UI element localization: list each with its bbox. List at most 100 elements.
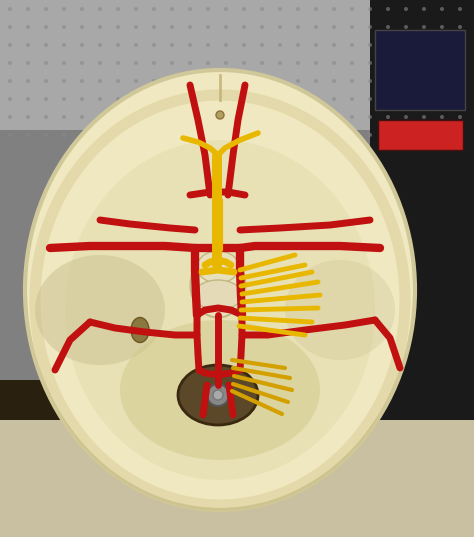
Ellipse shape [260,61,264,65]
Ellipse shape [314,79,318,83]
Ellipse shape [62,133,66,137]
Ellipse shape [404,97,408,101]
Ellipse shape [368,115,372,119]
Ellipse shape [26,133,30,137]
Ellipse shape [25,70,415,510]
Ellipse shape [278,115,282,119]
Ellipse shape [44,133,48,137]
Ellipse shape [422,115,426,119]
Ellipse shape [422,79,426,83]
Ellipse shape [98,7,102,11]
Ellipse shape [131,317,149,343]
Bar [375,30,465,110]
Ellipse shape [170,61,174,65]
Ellipse shape [224,7,228,11]
Ellipse shape [368,97,372,101]
Ellipse shape [206,79,210,83]
Ellipse shape [278,25,282,29]
Ellipse shape [296,97,300,101]
Ellipse shape [116,61,120,65]
Ellipse shape [422,25,426,29]
Ellipse shape [386,97,390,101]
Ellipse shape [62,43,66,47]
Ellipse shape [386,7,390,11]
Ellipse shape [242,97,246,101]
Ellipse shape [314,61,318,65]
Ellipse shape [440,7,444,11]
Ellipse shape [170,115,174,119]
Ellipse shape [278,133,282,137]
Ellipse shape [116,25,120,29]
Ellipse shape [98,133,102,137]
Ellipse shape [170,97,174,101]
Ellipse shape [458,61,462,65]
Ellipse shape [242,133,246,137]
Ellipse shape [242,7,246,11]
Ellipse shape [80,25,84,29]
Ellipse shape [188,25,192,29]
Ellipse shape [404,133,408,137]
Ellipse shape [242,43,246,47]
Ellipse shape [314,43,318,47]
Ellipse shape [152,7,156,11]
Ellipse shape [224,25,228,29]
Ellipse shape [260,7,264,11]
Ellipse shape [8,7,12,11]
Ellipse shape [116,97,120,101]
Ellipse shape [152,25,156,29]
Ellipse shape [80,43,84,47]
Ellipse shape [386,79,390,83]
Ellipse shape [278,43,282,47]
Ellipse shape [194,280,242,310]
Ellipse shape [206,43,210,47]
Ellipse shape [260,43,264,47]
Ellipse shape [386,115,390,119]
Ellipse shape [8,43,12,47]
Ellipse shape [188,79,192,83]
Ellipse shape [332,25,336,29]
Ellipse shape [134,97,138,101]
Ellipse shape [350,61,354,65]
Ellipse shape [285,260,395,360]
Ellipse shape [170,79,174,83]
Ellipse shape [134,43,138,47]
Ellipse shape [296,61,300,65]
Ellipse shape [404,115,408,119]
Ellipse shape [458,133,462,137]
Bar [378,120,463,150]
Ellipse shape [314,97,318,101]
Ellipse shape [332,7,336,11]
Ellipse shape [98,43,102,47]
Ellipse shape [260,79,264,83]
Ellipse shape [296,43,300,47]
Ellipse shape [422,97,426,101]
Ellipse shape [242,61,246,65]
Ellipse shape [206,25,210,29]
Ellipse shape [44,43,48,47]
Ellipse shape [350,97,354,101]
Ellipse shape [152,43,156,47]
Ellipse shape [404,7,408,11]
Ellipse shape [170,25,174,29]
Ellipse shape [386,133,390,137]
Ellipse shape [134,133,138,137]
Ellipse shape [224,97,228,101]
Ellipse shape [386,61,390,65]
Ellipse shape [98,25,102,29]
Ellipse shape [26,97,30,101]
Ellipse shape [296,115,300,119]
Ellipse shape [404,61,408,65]
Ellipse shape [458,7,462,11]
Ellipse shape [188,115,192,119]
Ellipse shape [422,43,426,47]
Ellipse shape [98,115,102,119]
Ellipse shape [26,79,30,83]
Ellipse shape [62,79,66,83]
Ellipse shape [134,61,138,65]
Ellipse shape [62,25,66,29]
Ellipse shape [332,115,336,119]
Ellipse shape [65,140,375,480]
Ellipse shape [278,7,282,11]
Ellipse shape [116,133,120,137]
Ellipse shape [134,7,138,11]
